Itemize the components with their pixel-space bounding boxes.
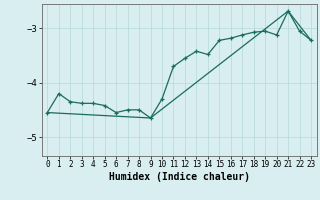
X-axis label: Humidex (Indice chaleur): Humidex (Indice chaleur) (109, 172, 250, 182)
